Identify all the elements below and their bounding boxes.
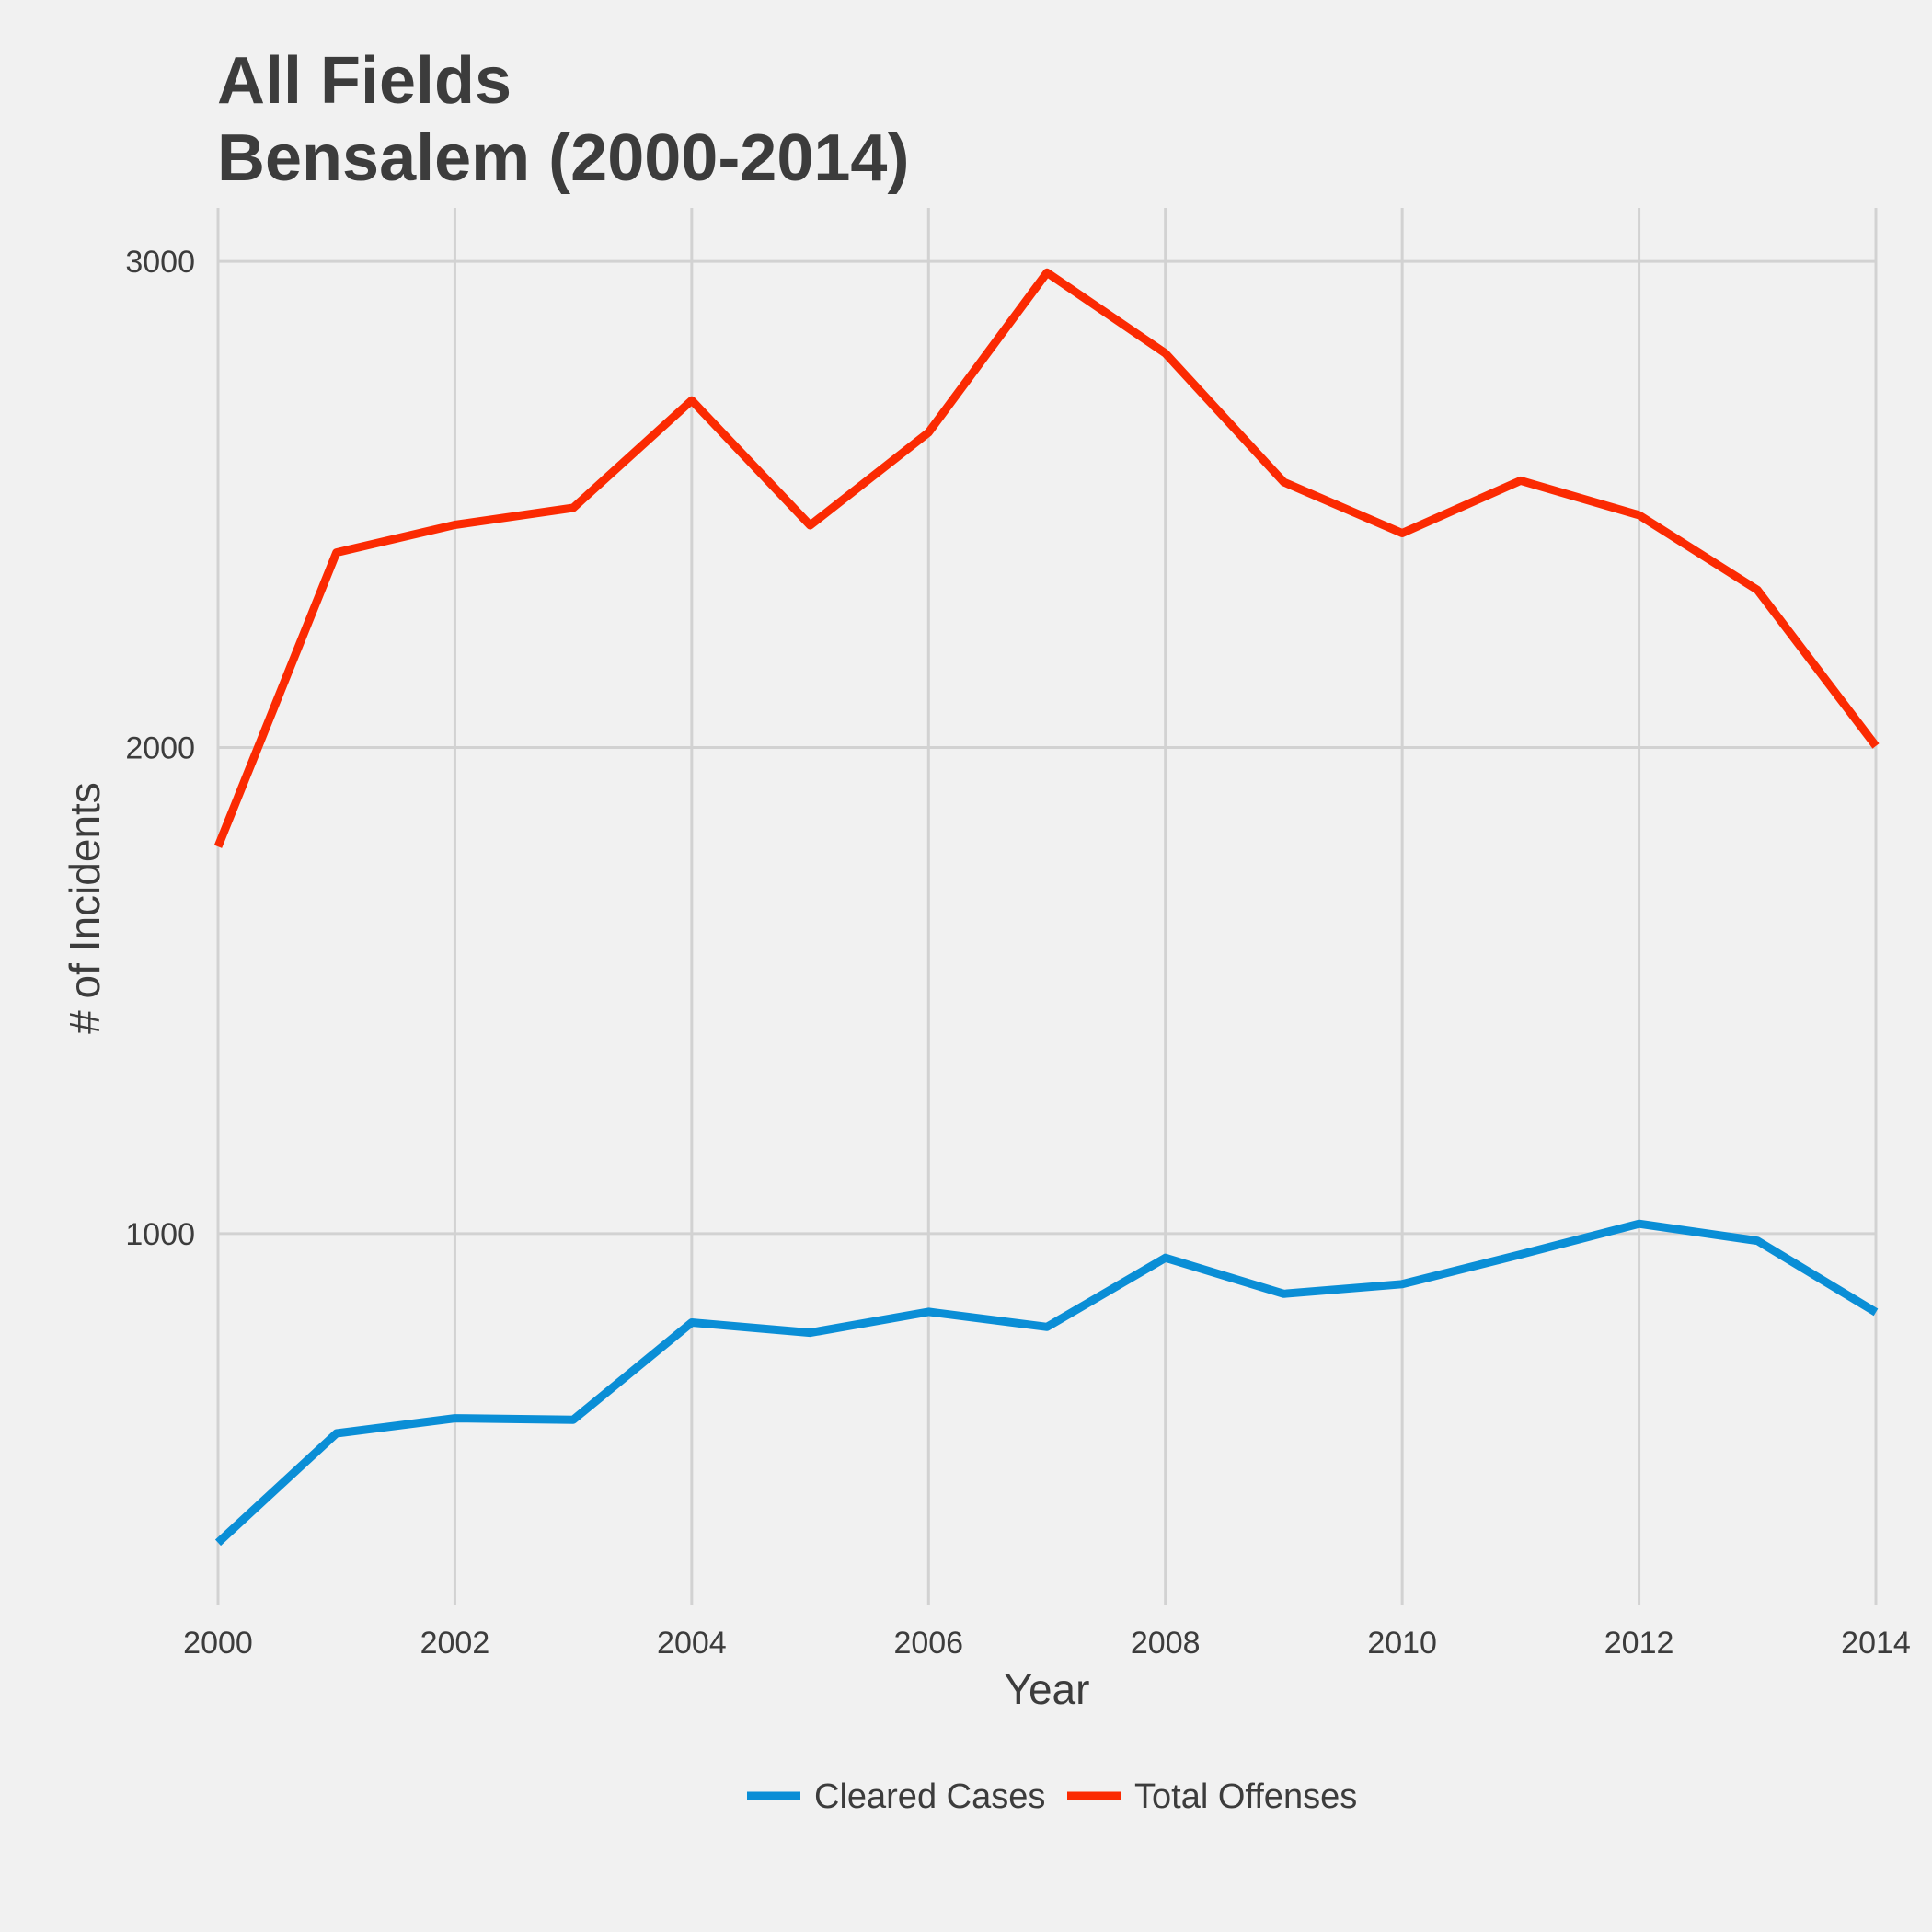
series-line-cleared-cases xyxy=(214,1219,1879,1547)
x-tick-label: 2012 xyxy=(1604,1626,1674,1661)
y-tick-label: 3000 xyxy=(125,245,195,280)
x-tick-label: 2006 xyxy=(893,1626,963,1661)
chart-title-line1: All Fields xyxy=(217,44,512,118)
y-axis-ticks: 1000 2000 3000 xyxy=(125,245,195,1252)
x-tick-label: 2014 xyxy=(1841,1626,1911,1661)
x-tick-label: 2000 xyxy=(183,1626,253,1661)
chart-title-line2: Bensalem (2000-2014) xyxy=(217,121,909,195)
legend-label-cleared-cases: Cleared Cases xyxy=(814,1777,1045,1816)
y-tick-label: 2000 xyxy=(125,730,195,765)
x-axis-ticks: 2000 2002 2004 2006 2008 2010 2012 2014 xyxy=(183,1626,1911,1661)
x-tick-label: 2008 xyxy=(1131,1626,1201,1661)
x-tick-label: 2010 xyxy=(1367,1626,1437,1661)
series-lines xyxy=(213,268,1880,1547)
x-tick-label: 2004 xyxy=(657,1626,727,1661)
x-axis-title: Year xyxy=(1005,1665,1090,1713)
grid xyxy=(216,208,1878,1605)
legend-label-total-offenses: Total Offenses xyxy=(1134,1777,1357,1816)
y-axis-title: # of Incidents xyxy=(61,782,109,1034)
legend: Cleared Cases Total Offenses xyxy=(747,1777,1357,1816)
x-tick-label: 2002 xyxy=(420,1626,490,1661)
series-line-total-offenses xyxy=(213,268,1880,848)
y-tick-label: 1000 xyxy=(125,1217,195,1252)
